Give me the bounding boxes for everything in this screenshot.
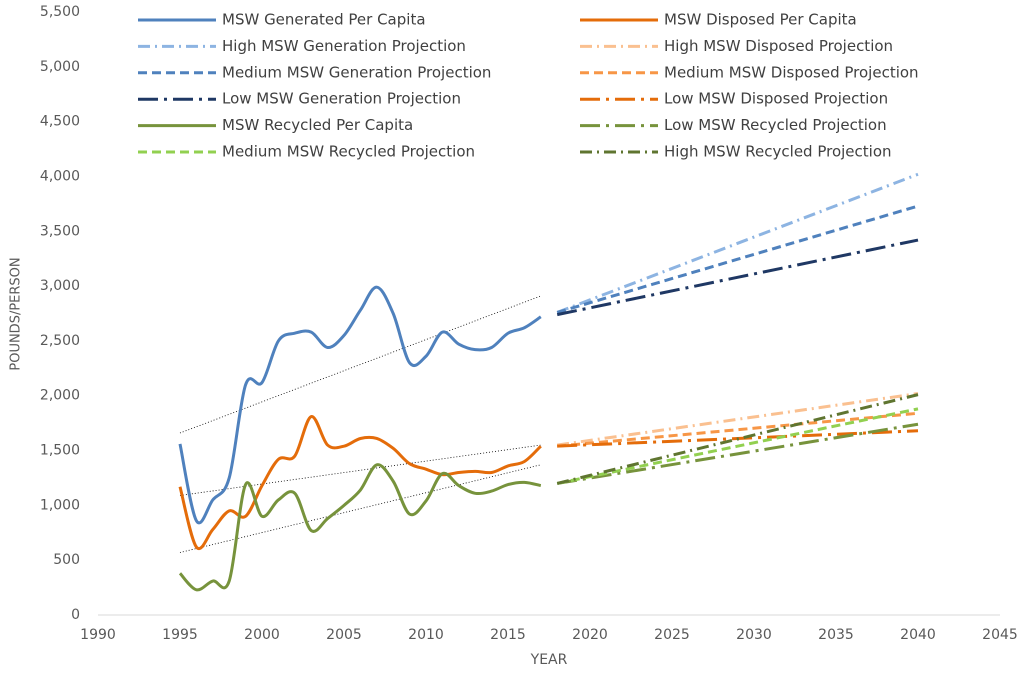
legend-label: High MSW Generation Projection: [222, 37, 466, 55]
x-tick-label: 2005: [326, 627, 362, 643]
y-tick-label: 3,000: [40, 278, 80, 294]
x-tick-label: 2040: [900, 627, 936, 643]
x-axis-label: YEAR: [530, 652, 568, 668]
y-tick-label: 4,000: [40, 168, 80, 184]
series-line: [556, 238, 919, 317]
legend-label: MSW Disposed Per Capita: [664, 11, 857, 29]
y-tick-label: 5,500: [40, 4, 80, 20]
series-line: [556, 204, 919, 314]
y-tick-label: 3,500: [40, 223, 80, 239]
y-tick-label: 1,000: [40, 497, 80, 513]
legend-label: Low MSW Disposed Projection: [664, 90, 888, 108]
legend-label: High MSW Disposed Projection: [664, 37, 893, 55]
y-tick-label: 0: [71, 607, 80, 623]
x-tick-label: 2035: [818, 627, 854, 643]
series-line: [556, 172, 919, 314]
legend-label: Medium MSW Generation Projection: [222, 63, 491, 81]
series-line: [556, 393, 919, 485]
trendline: [179, 444, 541, 496]
series-line: [557, 411, 919, 448]
legend-label: Low MSW Recycled Projection: [664, 116, 887, 134]
y-tick-label: 500: [53, 552, 80, 568]
series-line: [556, 407, 919, 485]
legend-label: Medium MSW Disposed Projection: [664, 63, 919, 81]
series-line: [178, 415, 542, 551]
series-line: [556, 392, 919, 447]
x-tick-label: 1990: [80, 627, 116, 643]
legend-label: Low MSW Generation Projection: [222, 90, 461, 108]
legend-label: High MSW Recycled Projection: [664, 143, 892, 161]
x-tick-label: 2025: [654, 627, 690, 643]
trendline: [179, 464, 541, 553]
series-line: [556, 422, 919, 485]
y-axis-label: POUNDS/PERSON: [9, 257, 24, 370]
legend-label: MSW Generated Per Capita: [222, 11, 426, 29]
x-tick-label: 2015: [490, 627, 526, 643]
x-tick-label: 2000: [244, 627, 280, 643]
y-tick-label: 2,500: [40, 333, 80, 349]
trendline: [179, 295, 541, 434]
y-tick-label: 2,000: [40, 388, 80, 404]
series-line: [178, 463, 542, 592]
series-line: [178, 285, 542, 525]
y-tick-label: 4,500: [40, 114, 80, 130]
y-tick-label: 1,500: [40, 443, 80, 459]
x-tick-label: 2045: [982, 627, 1018, 643]
x-tick-label: 1995: [162, 627, 198, 643]
y-tick-label: 5,000: [40, 59, 80, 75]
x-tick-label: 2010: [408, 627, 444, 643]
legend-label: MSW Recycled Per Capita: [222, 116, 413, 134]
x-tick-label: 2020: [572, 627, 608, 643]
x-tick-label: 2030: [736, 627, 772, 643]
legend-label: Medium MSW Recycled Projection: [222, 143, 475, 161]
